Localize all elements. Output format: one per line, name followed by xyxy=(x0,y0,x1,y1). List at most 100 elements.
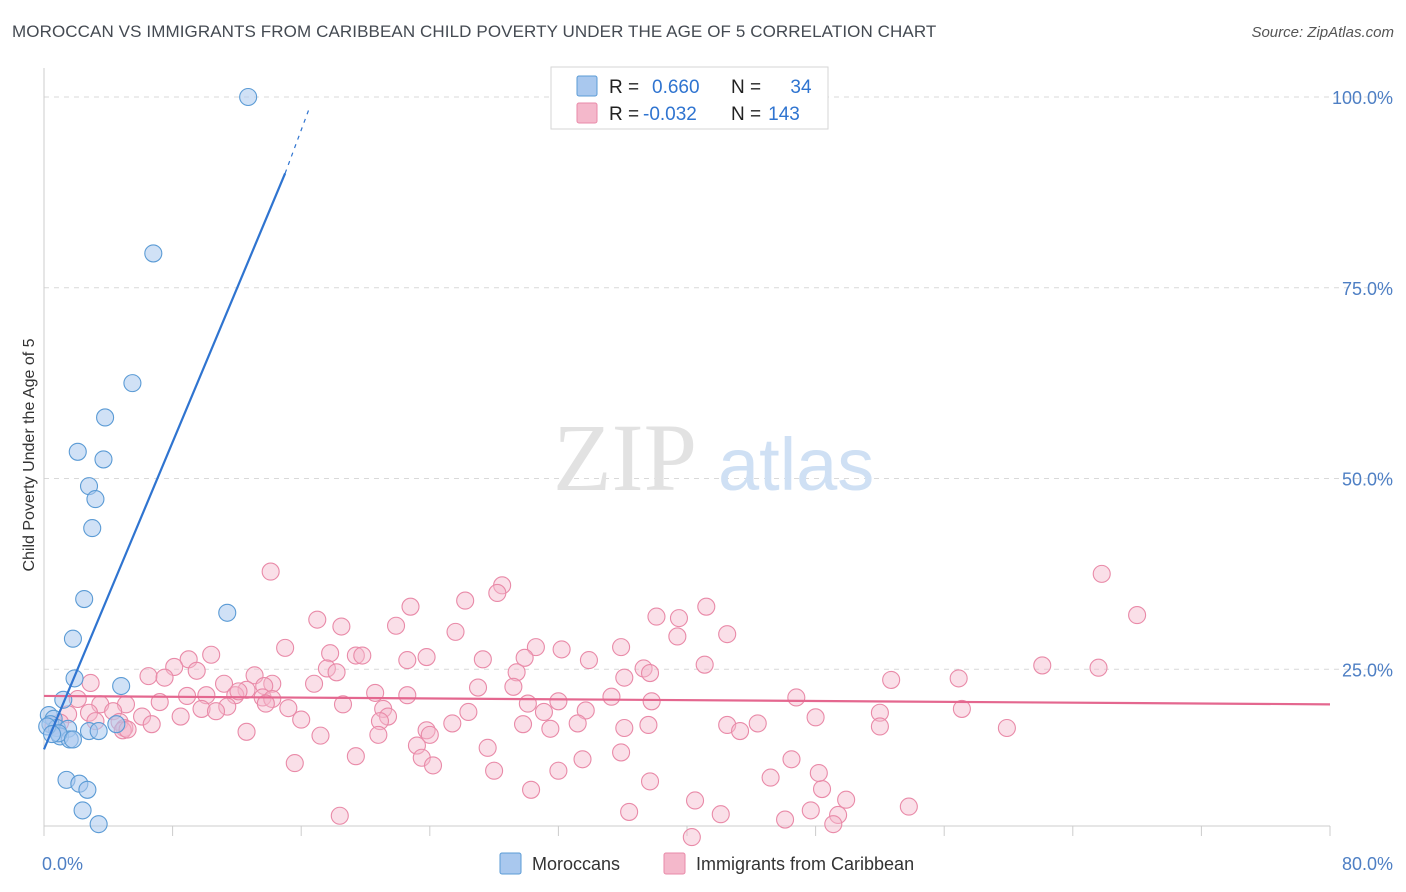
data-point-caribbean xyxy=(695,655,714,674)
data-point-caribbean xyxy=(615,668,634,687)
data-point-caribbean xyxy=(1089,658,1108,677)
data-point-caribbean xyxy=(263,689,282,709)
data-point-caribbean xyxy=(279,699,298,718)
series-legend-label-moroccans: Moroccans xyxy=(532,854,620,874)
data-point-moroccan xyxy=(94,450,113,469)
data-point-caribbean xyxy=(952,699,971,718)
data-point-caribbean xyxy=(155,668,174,687)
data-point-caribbean xyxy=(327,663,346,682)
data-point-caribbean xyxy=(612,743,631,762)
data-point-caribbean xyxy=(761,768,780,787)
data-point-caribbean xyxy=(573,750,592,769)
data-point-caribbean xyxy=(142,715,161,734)
data-point-caribbean xyxy=(697,597,716,616)
legend-swatch-caribbean xyxy=(576,102,598,124)
data-point-moroccan xyxy=(239,87,258,107)
data-point-caribbean xyxy=(711,805,730,824)
data-point-moroccan xyxy=(86,490,105,509)
data-point-caribbean xyxy=(504,677,523,696)
data-point-caribbean xyxy=(369,725,388,744)
data-point-caribbean xyxy=(81,673,100,693)
legend-n-value: 143 xyxy=(768,104,800,125)
data-point-caribbean xyxy=(192,699,211,718)
y-tick-label: 25.0% xyxy=(1342,660,1393,680)
data-point-caribbean xyxy=(346,747,365,766)
y-tick-label: 50.0% xyxy=(1342,470,1393,490)
chart-title: MOROCCAN VS IMMIGRANTS FROM CARIBBEAN CH… xyxy=(12,22,937,41)
data-point-caribbean xyxy=(171,707,190,726)
source-credit: Source: ZipAtlas.com xyxy=(1251,24,1394,41)
data-point-caribbean xyxy=(353,646,372,665)
data-point-caribbean xyxy=(782,750,801,769)
data-point-caribbean xyxy=(423,756,443,775)
data-point-caribbean xyxy=(370,712,390,731)
data-point-moroccan xyxy=(96,408,115,427)
data-point-caribbean xyxy=(346,646,365,665)
data-point-moroccan xyxy=(83,519,102,538)
data-point-caribbean xyxy=(668,627,687,646)
data-point-caribbean xyxy=(837,790,856,809)
legend-r-value: -0.032 xyxy=(643,104,697,125)
legend-r-label: R = xyxy=(609,77,639,98)
y-tick-label: 75.0% xyxy=(1342,279,1393,299)
data-point-caribbean xyxy=(612,638,631,657)
data-point-caribbean xyxy=(386,616,406,635)
data-point-caribbean xyxy=(1033,656,1052,675)
data-point-caribbean xyxy=(285,754,304,773)
data-point-caribbean xyxy=(518,694,537,713)
data-point-caribbean xyxy=(824,815,843,834)
data-point-caribbean xyxy=(420,725,439,744)
data-point-moroccan xyxy=(68,442,87,461)
data-point-caribbean xyxy=(576,701,595,720)
data-point-caribbean xyxy=(812,779,832,799)
data-point-caribbean xyxy=(1092,564,1111,583)
gridlines xyxy=(44,96,1394,670)
trend-line-caribbean xyxy=(43,694,1331,706)
data-point-caribbean xyxy=(202,645,221,664)
data-point-caribbean xyxy=(552,640,571,659)
data-point-caribbean xyxy=(602,687,621,706)
data-point-caribbean xyxy=(321,644,340,663)
data-point-caribbean xyxy=(568,714,587,733)
data-point-caribbean xyxy=(801,801,820,820)
data-point-caribbean xyxy=(473,650,492,669)
data-point-caribbean xyxy=(730,722,750,741)
data-point-caribbean xyxy=(133,707,152,726)
data-point-caribbean xyxy=(229,682,248,701)
data-point-caribbean xyxy=(311,726,330,745)
data-point-caribbean xyxy=(446,622,465,641)
legend-r-value: 0.660 xyxy=(652,77,700,98)
watermark: ZIP atlas xyxy=(553,404,874,511)
data-point-caribbean xyxy=(682,828,701,847)
data-point-caribbean xyxy=(620,802,639,821)
data-point-moroccan xyxy=(63,629,82,648)
legend-n-value: 34 xyxy=(790,77,812,98)
data-point-caribbean xyxy=(809,763,828,783)
data-point-caribbean xyxy=(187,661,206,680)
data-point-caribbean xyxy=(1128,606,1147,625)
data-point-caribbean xyxy=(507,663,526,682)
data-point-caribbean xyxy=(206,702,226,721)
data-point-caribbean xyxy=(398,651,417,670)
series-legend-swatch-moroccans xyxy=(499,852,522,875)
data-point-caribbean xyxy=(305,674,324,693)
data-point-caribbean xyxy=(513,715,533,734)
data-point-caribbean xyxy=(468,678,488,697)
data-point-caribbean xyxy=(787,688,806,707)
trend-line-moroccans xyxy=(42,172,287,750)
data-point-caribbean xyxy=(640,664,660,683)
data-point-caribbean xyxy=(197,686,216,705)
trend-lines xyxy=(42,108,1331,750)
legend-r-label: R = xyxy=(609,104,639,125)
data-point-caribbean xyxy=(829,805,848,825)
data-point-moroccan xyxy=(73,801,92,820)
data-point-caribbean xyxy=(615,718,634,738)
data-point-caribbean xyxy=(669,609,689,628)
data-point-caribbean xyxy=(308,610,327,629)
data-point-moroccan xyxy=(75,590,94,609)
data-point-caribbean xyxy=(882,670,901,689)
data-point-caribbean xyxy=(214,674,234,693)
data-point-caribbean xyxy=(949,669,968,688)
data-point-caribbean xyxy=(292,710,311,729)
